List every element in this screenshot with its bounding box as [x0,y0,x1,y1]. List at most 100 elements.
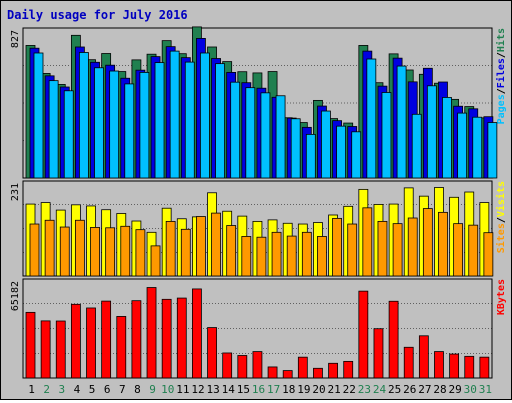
legend: Sites/Visits [495,181,507,253]
bar-pages-day-17 [275,95,286,179]
bar-sites-day-22 [347,223,358,277]
bar-kbytes-day-4 [70,303,81,379]
bar-kbytes-day-1 [25,311,36,379]
bar-sites-day-13 [211,212,221,277]
bar-kbytes-day-17 [267,366,278,379]
bar-pages-day-7 [124,83,135,179]
bar-pages-day-10 [169,50,180,179]
bar-pages-day-16 [260,92,271,179]
bar-kbytes-day-11 [176,297,187,379]
bar-kbytes-day-27 [418,335,429,379]
bar-kbytes-day-5 [86,307,96,379]
x-label-day-24: 24 [373,383,387,396]
bar-sites-day-3 [59,226,70,277]
x-label-day-17: 17 [267,383,280,396]
bar-sites-day-19 [301,231,312,277]
bar-pages-day-9 [154,62,165,179]
x-label-day-26: 26 [403,383,416,396]
bar-pages-day-22 [351,131,362,179]
bar-kbytes-day-25 [388,300,399,379]
bar-pages-day-31 [487,122,498,179]
x-label-day-4: 4 [74,383,81,396]
x-label-day-18: 18 [282,383,295,396]
bar-kbytes-day-10 [161,298,172,379]
legend: KBytes [496,279,507,315]
bar-sites-day-26 [407,217,418,277]
bar-sites-day-9 [150,245,161,277]
legend-separator: / [496,217,507,223]
bar-kbytes-day-22 [343,360,354,379]
legend-files: Files [495,58,507,88]
bar-sites-day-18 [286,235,297,277]
x-label-day-13: 13 [206,383,219,396]
bar-pages-day-11 [184,61,195,179]
legend-hits: Hits [495,28,507,52]
bar-pages-day-2 [48,80,59,179]
y-max-label: 65182 [10,281,21,311]
bar-sites-day-27 [422,208,433,277]
bar-pages-day-3 [63,90,74,179]
x-label-day-15: 15 [237,383,250,396]
series-pages [33,50,498,179]
x-label-day-2: 2 [43,383,50,396]
bar-sites-day-2 [44,219,55,277]
bar-kbytes-day-16 [252,351,263,379]
series-kbytes [25,287,490,379]
bar-kbytes-day-30 [464,355,475,379]
x-label-day-22: 22 [343,383,356,396]
bar-sites-day-25 [392,223,403,277]
x-label-day-11: 11 [176,383,189,396]
bar-kbytes-day-3 [55,320,66,379]
x-label-day-8: 8 [134,383,141,396]
bar-pages-day-5 [94,67,104,179]
y-max-label: 827 [10,30,21,48]
x-label-day-30: 30 [464,383,477,396]
legend-separator: / [496,52,507,58]
bar-kbytes-day-19 [297,356,308,379]
bar-kbytes-day-26 [403,346,414,379]
bar-kbytes-day-12 [192,288,202,379]
bar-sites-day-10 [165,220,176,277]
panel-3: 65182 KBytes [10,278,507,379]
bar-kbytes-day-13 [207,327,217,379]
bar-kbytes-day-9 [146,287,157,379]
panel-2: 231 Sites/Visits [10,180,507,277]
y-max-label: 231 [10,183,21,201]
x-label-day-9: 9 [149,383,156,396]
bar-pages-day-19 [305,133,316,179]
bar-kbytes-day-31 [479,356,490,379]
bar-pages-day-26 [411,113,422,179]
bar-pages-day-23 [366,58,377,179]
x-label-day-31: 31 [479,383,492,396]
bar-pages-day-28 [442,97,452,179]
legend-sites: Sites [495,223,507,253]
bar-pages-day-30 [472,116,483,179]
x-label-day-25: 25 [388,383,401,396]
bar-pages-day-24 [381,92,392,179]
bar-pages-day-29 [457,112,468,179]
x-axis-labels: 1 2 3 4 5 6 7 8 9 10 11 12 13 14 15 16 17 18 19 20 21 22 23 24 2… [28,383,492,396]
x-label-day-19: 19 [297,383,310,396]
bar-sites-day-14 [226,225,237,277]
legend-pages: Pages [496,94,507,124]
bar-sites-day-17 [271,231,282,277]
bar-kbytes-day-15 [237,355,248,379]
bar-pages-day-13 [215,63,225,179]
bar-sites-day-21 [332,217,342,277]
bar-sites-day-12 [196,216,206,277]
bar-pages-day-18 [290,118,301,179]
x-label-day-21: 21 [328,383,341,396]
x-label-day-16: 16 [252,383,265,396]
bar-sites-day-20 [317,236,327,277]
bar-sites-day-29 [453,223,464,277]
bar-sites-day-28 [438,211,448,277]
bar-sites-day-1 [29,223,40,277]
legend: Pages/Files/Hits [495,28,507,124]
bar-pages-day-1 [33,52,44,179]
x-label-day-23: 23 [358,383,371,396]
bar-sites-day-30 [468,224,479,277]
x-label-day-29: 29 [449,383,462,396]
bar-pages-day-20 [321,110,331,179]
